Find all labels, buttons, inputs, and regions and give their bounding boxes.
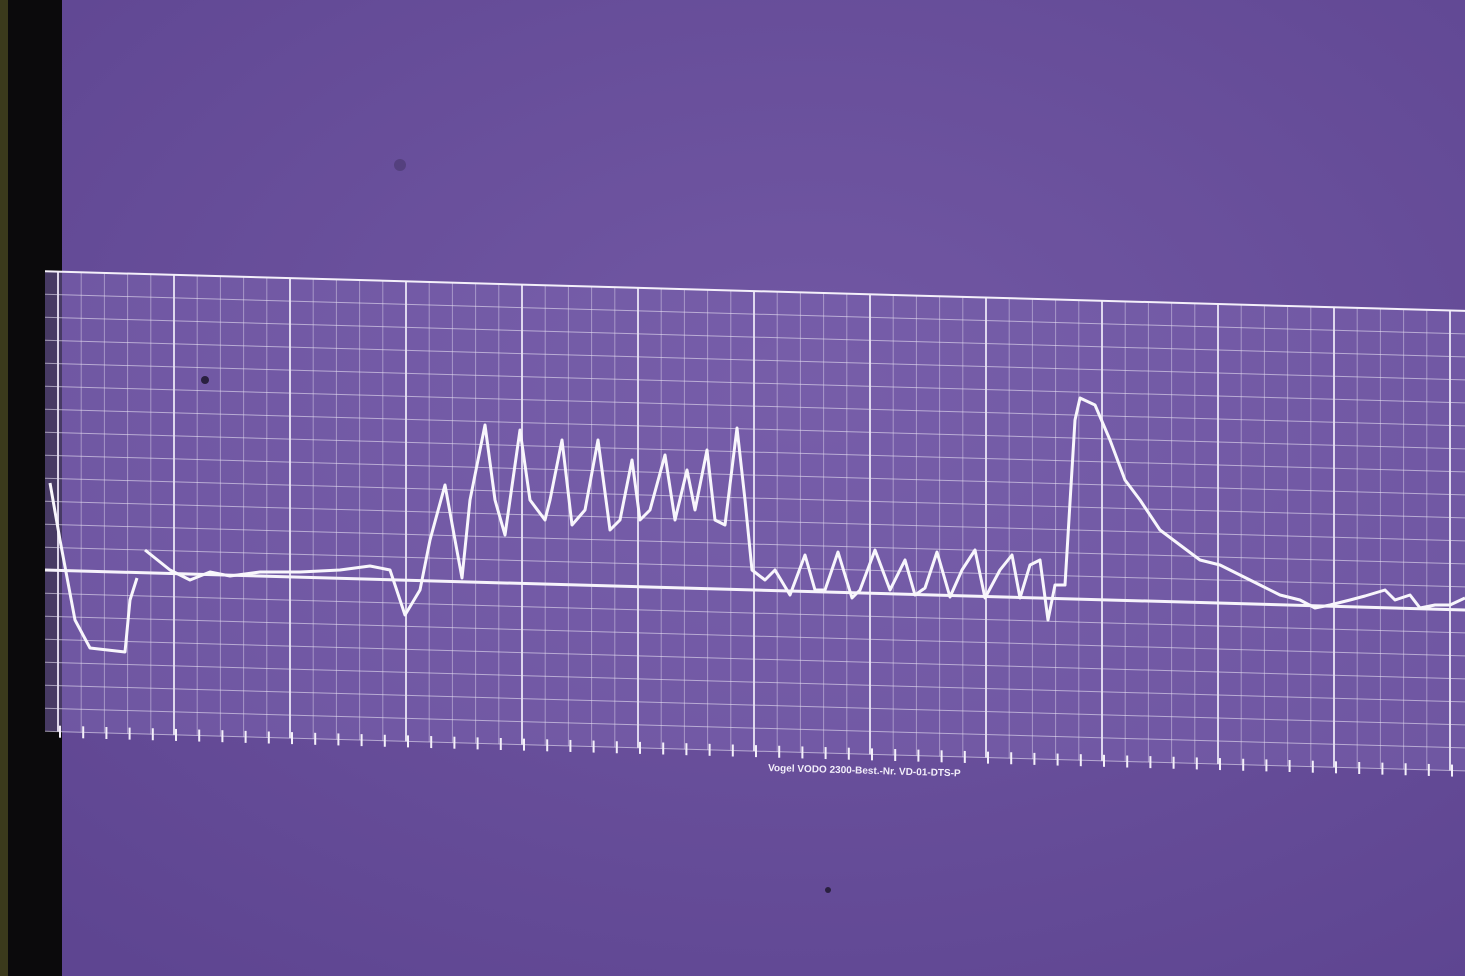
dust-spot: [201, 376, 209, 384]
recording-paper: [45, 271, 1465, 777]
dust-spot: [825, 887, 831, 893]
dust-spot: [394, 159, 406, 171]
page: Vogel VODO 2300-Best.-Nr. VD-01-DTS-P ((…: [0, 0, 1465, 976]
film-border: [0, 0, 8, 976]
photo: Vogel VODO 2300-Best.-Nr. VD-01-DTS-P: [0, 0, 1465, 976]
